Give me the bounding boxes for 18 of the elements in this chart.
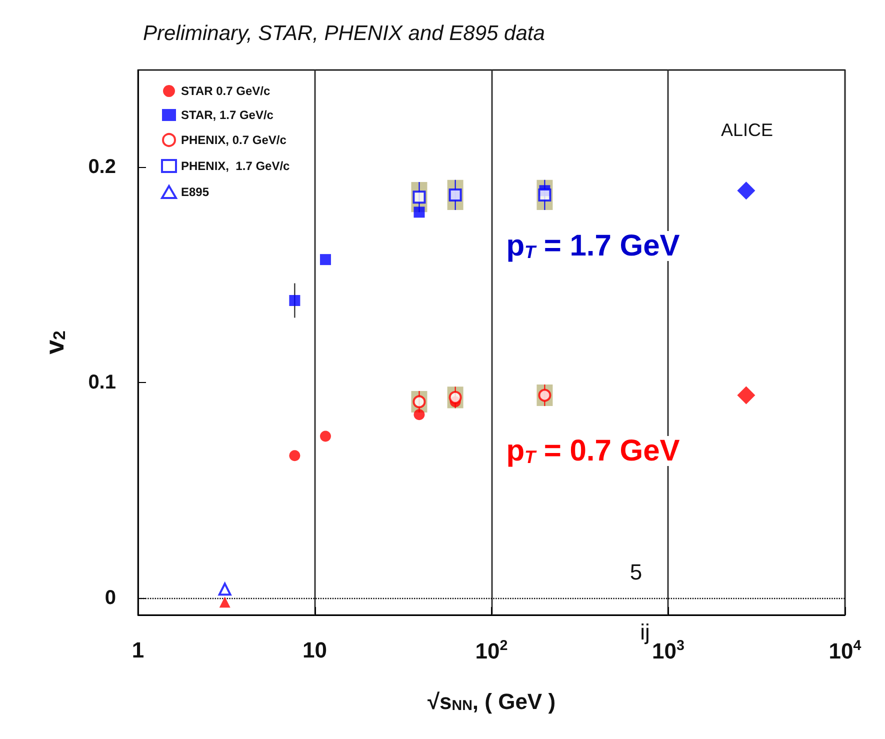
annotation: pT = 0.7 GeV [506, 434, 680, 468]
annotation: pT = 1.7 GeV [506, 230, 680, 262]
y-axis-title: v2 [39, 330, 70, 354]
legend-label: STAR 0.7 GeV/c [181, 84, 270, 98]
y-tick-label: 0 [104, 586, 116, 609]
y-tick-label: 0.2 [88, 156, 116, 178]
chart-title: Preliminary, STAR, PHENIX and E895 data [143, 22, 545, 45]
legend-label: PHENIX, 0.7 GeV/c [181, 133, 287, 147]
text: ij [640, 620, 650, 644]
y-tick-label: 0.1 [88, 371, 116, 394]
annotation: 5 [630, 560, 642, 584]
x-tick-label: 10 [302, 638, 327, 662]
x-axis-title: √sNN, ( GeV ) [427, 688, 556, 714]
legend-label: E895 [181, 185, 210, 199]
annotation: ALICE [720, 120, 774, 140]
x-tick-label: 1 [132, 638, 144, 662]
legend-label: PHENIX, 1.7 GeV/c [181, 159, 290, 173]
legend-label: STAR, 1.7 GeV/c [181, 108, 274, 122]
